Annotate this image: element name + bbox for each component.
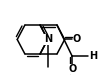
Text: N: N [44, 35, 52, 44]
Text: H: H [89, 51, 97, 61]
Text: O: O [68, 64, 76, 74]
Text: O: O [73, 35, 81, 44]
